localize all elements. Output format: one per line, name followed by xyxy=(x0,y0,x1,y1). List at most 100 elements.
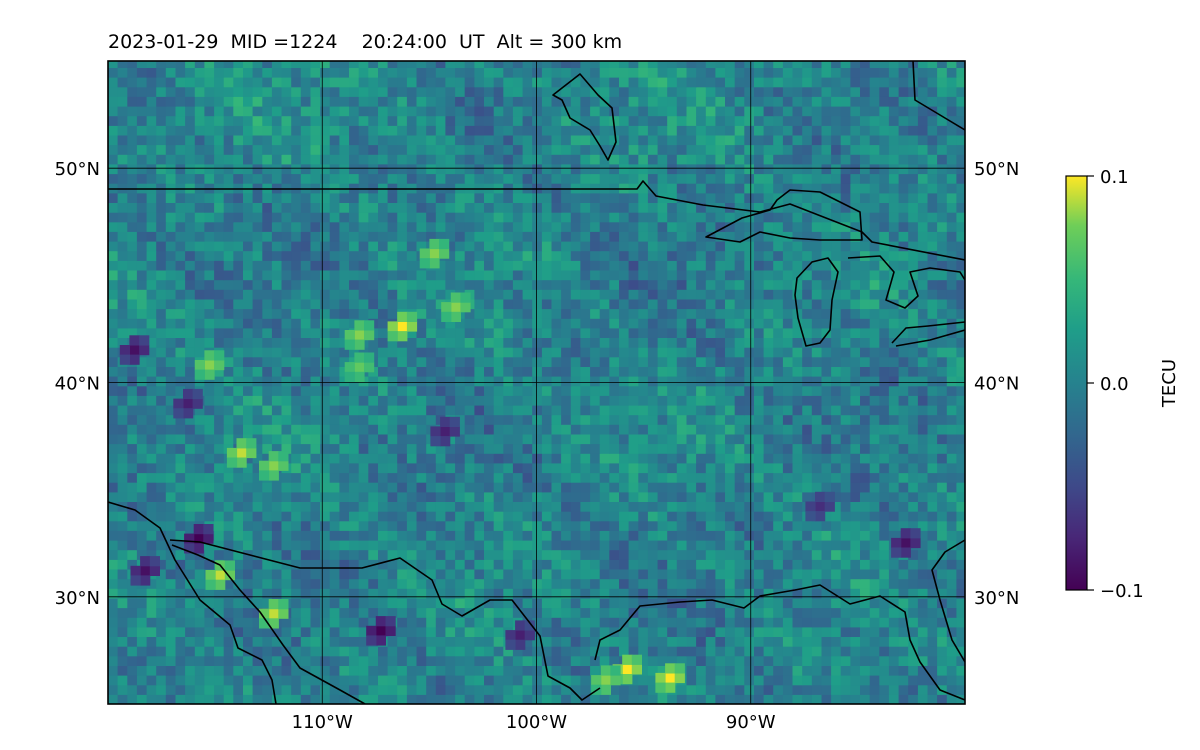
heatmap-cell xyxy=(705,241,716,252)
heatmap-cell xyxy=(657,308,668,319)
heatmap-cell xyxy=(368,395,379,406)
heatmap-cell xyxy=(792,655,803,666)
heatmap-cell xyxy=(349,221,360,232)
heatmap-cell xyxy=(281,626,292,637)
heatmap-cell xyxy=(686,221,697,232)
heatmap-cell xyxy=(676,530,687,541)
heatmap-cell xyxy=(561,327,572,338)
heatmap-cell xyxy=(541,684,553,695)
heatmap-cell xyxy=(782,289,794,300)
heatmap-cell xyxy=(860,279,871,290)
heatmap-cell xyxy=(946,414,957,425)
heatmap-cell xyxy=(734,250,745,261)
heatmap-cell xyxy=(281,443,292,454)
heatmap-cell xyxy=(108,472,119,483)
heatmap-cell xyxy=(291,655,302,666)
heatmap-cell xyxy=(339,626,350,637)
heatmap-cell xyxy=(811,395,822,406)
heatmap-cell xyxy=(474,626,485,637)
heatmap-cell xyxy=(512,231,524,242)
heatmap-cell xyxy=(291,376,302,387)
heatmap-cell xyxy=(243,163,254,175)
heatmap-cell xyxy=(194,569,205,580)
heatmap-cell xyxy=(908,443,919,454)
heatmap-cell xyxy=(946,183,957,194)
heatmap-cell xyxy=(647,173,659,184)
heatmap-cell xyxy=(175,163,186,175)
heatmap-cell xyxy=(136,665,148,676)
heatmap-cell xyxy=(271,636,283,647)
heatmap-cell xyxy=(233,559,244,570)
heatmap-cell xyxy=(146,270,157,281)
heatmap-cell xyxy=(108,617,119,628)
heatmap-cell xyxy=(917,482,929,493)
heatmap-cell xyxy=(888,376,900,387)
heatmap-cell xyxy=(763,694,774,704)
heatmap-cell xyxy=(522,250,533,261)
heatmap-cell xyxy=(271,221,283,232)
heatmap-cell xyxy=(590,569,601,580)
heatmap-cell xyxy=(811,549,822,560)
heatmap-cell xyxy=(165,684,176,695)
heatmap-cell xyxy=(937,173,948,184)
heatmap-cell xyxy=(358,511,369,522)
heatmap-cell xyxy=(416,655,427,666)
heatmap-cell xyxy=(223,675,234,686)
heatmap-cell xyxy=(522,318,533,329)
heatmap-cell xyxy=(946,636,957,647)
heatmap-cell xyxy=(898,694,909,704)
heatmap-cell xyxy=(734,588,745,599)
heatmap-cell xyxy=(917,655,929,666)
heatmap-cell xyxy=(570,626,581,637)
heatmap-cell xyxy=(676,462,687,474)
heatmap-cell xyxy=(358,231,369,242)
heatmap-cell xyxy=(956,192,965,203)
heatmap-cell xyxy=(696,636,707,647)
heatmap-cell xyxy=(638,356,649,367)
heatmap-cell xyxy=(917,684,929,695)
heatmap-cell xyxy=(946,231,957,242)
heatmap-cell xyxy=(782,607,794,618)
heatmap-cell xyxy=(185,231,196,242)
heatmap-cell xyxy=(686,395,697,406)
heatmap-cell xyxy=(676,318,687,329)
heatmap-cell xyxy=(271,414,283,425)
heatmap-cell xyxy=(339,173,350,184)
heatmap-cell xyxy=(917,694,929,704)
heatmap-cell xyxy=(946,366,957,377)
heatmap-cell xyxy=(888,607,900,618)
heatmap-cell xyxy=(763,376,774,387)
heatmap-cell xyxy=(117,405,128,416)
heatmap-cell xyxy=(850,318,861,329)
heatmap-cell xyxy=(291,279,302,290)
heatmap-cell xyxy=(397,221,408,232)
heatmap-cell xyxy=(108,597,119,609)
heatmap-cell xyxy=(493,347,504,358)
heatmap-cell xyxy=(821,684,832,695)
heatmap-cell xyxy=(262,270,273,281)
heatmap-cell xyxy=(734,665,745,676)
heatmap-cell xyxy=(725,675,736,686)
heatmap-cell xyxy=(484,289,495,300)
heatmap-cell xyxy=(445,221,456,232)
heatmap-cell xyxy=(426,327,437,338)
heatmap-cell xyxy=(570,472,581,483)
heatmap-cell xyxy=(435,540,446,551)
heatmap-cell xyxy=(541,588,553,599)
heatmap-cell xyxy=(696,241,707,252)
heatmap-cell xyxy=(879,173,890,184)
heatmap-cell xyxy=(734,270,745,281)
heatmap-cell xyxy=(898,655,909,666)
heatmap-cell xyxy=(725,597,736,609)
heatmap-cell xyxy=(339,366,350,377)
heatmap-cell xyxy=(117,636,128,647)
heatmap-cell xyxy=(378,376,389,387)
heatmap-cell xyxy=(512,578,524,589)
heatmap-cell xyxy=(850,212,861,223)
heatmap-cell xyxy=(464,472,475,483)
heatmap-cell xyxy=(484,694,495,704)
heatmap-cell xyxy=(339,279,350,290)
heatmap-cell xyxy=(686,347,697,358)
heatmap-cell xyxy=(339,597,350,609)
heatmap-cell xyxy=(802,414,813,425)
